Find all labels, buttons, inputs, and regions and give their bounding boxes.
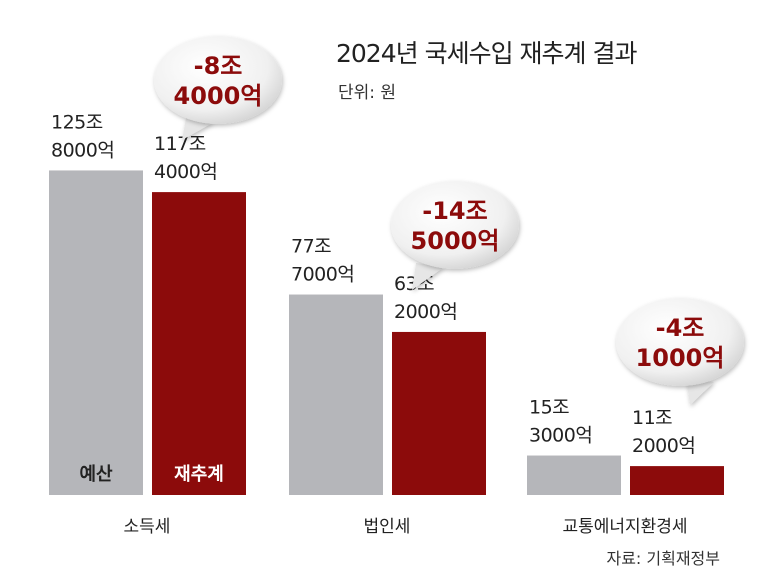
bar-reestimate bbox=[392, 331, 486, 495]
difference-label: 5000억 bbox=[411, 227, 500, 255]
value-label: 7000억 bbox=[291, 264, 354, 286]
bubble-tail bbox=[182, 118, 214, 140]
legend-reestimate: 재추계 bbox=[174, 464, 224, 485]
difference-label: 4000억 bbox=[174, 82, 263, 110]
bar-reestimate bbox=[630, 466, 724, 495]
difference-bubble bbox=[391, 181, 519, 269]
bar-budget bbox=[289, 294, 383, 495]
value-label: 4000억 bbox=[154, 161, 217, 183]
bubble-tail bbox=[412, 263, 444, 290]
difference-label: -14조 bbox=[422, 197, 487, 225]
difference-bubble bbox=[616, 298, 744, 386]
value-label: 117조 bbox=[154, 133, 206, 155]
bar-budget bbox=[527, 455, 621, 495]
value-label: 2000억 bbox=[632, 435, 695, 457]
unit-label: 단위: 원 bbox=[338, 83, 397, 103]
legend-budget: 예산 bbox=[79, 464, 113, 485]
chart-title: 2024년 국세수입 재추계 결과 bbox=[336, 39, 637, 68]
value-label: 2000억 bbox=[394, 301, 457, 323]
value-label: 11조 bbox=[632, 407, 672, 429]
value-label: 8000억 bbox=[51, 139, 114, 161]
difference-label: -4조 bbox=[656, 314, 705, 342]
value-label: 125조 bbox=[51, 111, 103, 133]
difference-label: -8조 bbox=[194, 52, 243, 80]
difference-bubble bbox=[154, 36, 282, 124]
category-label: 교통에너지환경세 bbox=[562, 517, 687, 537]
value-label: 15조 bbox=[529, 397, 569, 419]
category-label: 법인세 bbox=[364, 517, 411, 537]
source-label: 자료: 기획재정부 bbox=[606, 549, 720, 568]
value-label: 3000억 bbox=[529, 425, 592, 447]
difference-label: 1000억 bbox=[636, 344, 725, 372]
bar-budget bbox=[49, 170, 143, 495]
value-label: 77조 bbox=[291, 236, 331, 258]
bar-reestimate bbox=[152, 192, 246, 495]
category-label: 소득세 bbox=[124, 517, 171, 537]
